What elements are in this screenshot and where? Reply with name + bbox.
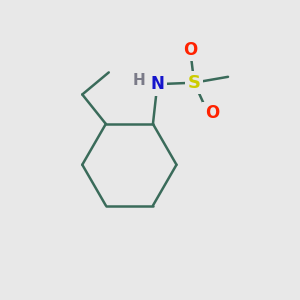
- Text: S: S: [188, 74, 201, 92]
- Text: H: H: [133, 73, 146, 88]
- Text: O: O: [205, 104, 219, 122]
- Text: N: N: [150, 75, 164, 93]
- Text: O: O: [184, 41, 198, 59]
